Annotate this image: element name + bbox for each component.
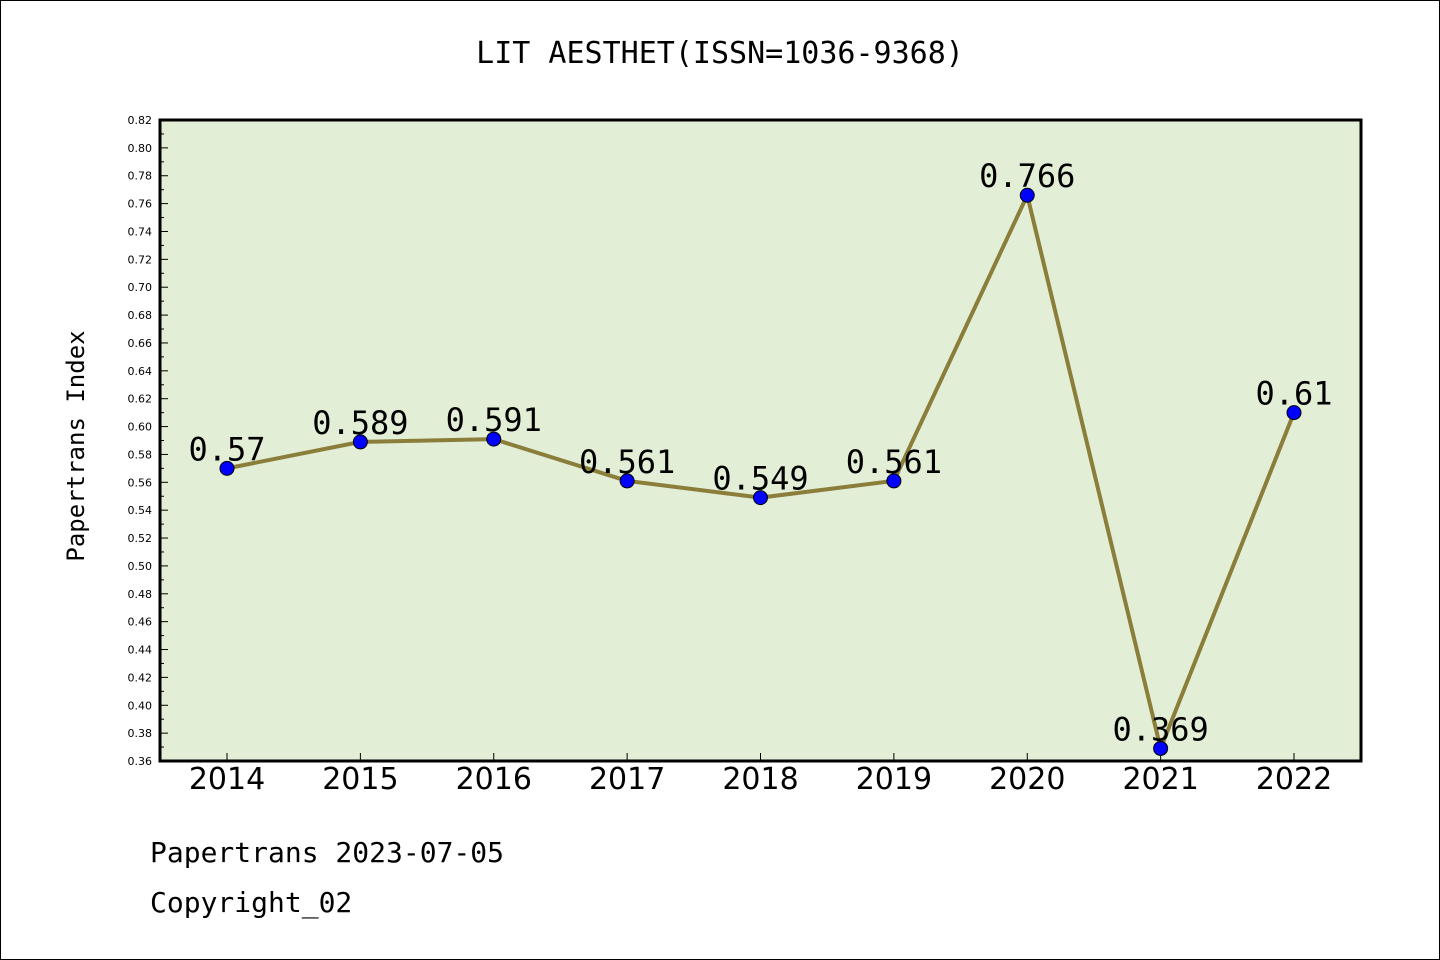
y-tick-label: 0.66 [128,337,153,350]
data-label: 0.591 [446,401,542,439]
y-tick-label: 0.38 [128,727,153,740]
data-label: 0.561 [846,443,942,481]
y-tick-label: 0.62 [128,393,153,406]
data-label: 0.766 [979,157,1075,195]
y-tick-label: 0.76 [128,198,153,211]
data-point [219,460,235,476]
y-tick-label: 0.58 [128,448,153,461]
x-tick-label: 2017 [589,762,665,797]
x-tick-label: 2016 [456,762,532,797]
footer-copyright: Copyright_02 [150,886,353,919]
data-point [352,434,368,450]
y-tick-label: 0.68 [128,309,153,322]
data-label: 0.549 [712,460,808,498]
y-tick-label: 0.52 [128,532,153,545]
y-tick-label: 0.70 [128,281,153,294]
x-tick-label: 2015 [322,762,398,797]
data-label: 0.61 [1255,375,1332,413]
y-tick-label: 0.48 [128,588,153,601]
x-tick-label: 2020 [989,762,1065,797]
x-tick-label: 2021 [1122,762,1198,797]
data-label: 0.369 [1112,710,1208,748]
data-point [753,490,768,506]
x-tick-label: 2022 [1256,762,1332,797]
y-tick-label: 0.78 [128,170,153,183]
y-tick-label: 0.40 [128,699,153,712]
x-axis: 2014 2015 2016 2017 2018 2019 2020 2021 2022 [189,753,1332,797]
chart-title: LIT AESTHET(ISSN=1036-9368) [476,36,964,71]
y-tick-label: 0.54 [128,504,153,517]
y-tick-label: 0.44 [128,644,153,657]
y-tick-label: 0.64 [128,365,153,378]
data-point [486,431,502,447]
y-tick-label: 0.80 [128,142,153,155]
y-tick-label: 0.36 [128,755,153,768]
data-label: 0.561 [579,443,675,481]
data-point [886,473,902,489]
data-point [619,473,635,489]
y-axis: 0.36 0.38 0.40 0.42 0.44 0.46 0.48 0.50 0.52 0.54… [128,114,168,768]
data-label: 0.589 [312,404,408,442]
footer-date: Papertrans 2023-07-05 [150,836,505,869]
y-tick-label: 0.50 [128,560,153,573]
series-layer: 0.57 0.589 0.591 0.561 0.549 0.561 0.766 0.369 0… [188,157,1333,756]
data-point [1286,405,1302,421]
x-tick-label: 2014 [189,762,265,797]
data-point [1019,187,1035,203]
data-point [1153,740,1169,756]
y-tick-label: 0.42 [128,671,153,684]
y-tick-label: 0.72 [128,253,153,266]
x-tick-label: 2019 [856,762,932,797]
data-label: 0.57 [188,430,265,468]
y-tick-label: 0.82 [128,114,153,127]
y-axis-label: Papertrans Index [62,330,90,561]
y-tick-label: 0.60 [128,421,153,434]
y-tick-label: 0.74 [128,225,153,238]
y-tick-label: 0.46 [128,616,153,629]
x-tick-label: 2018 [722,762,798,797]
y-tick-label: 0.56 [128,476,153,489]
